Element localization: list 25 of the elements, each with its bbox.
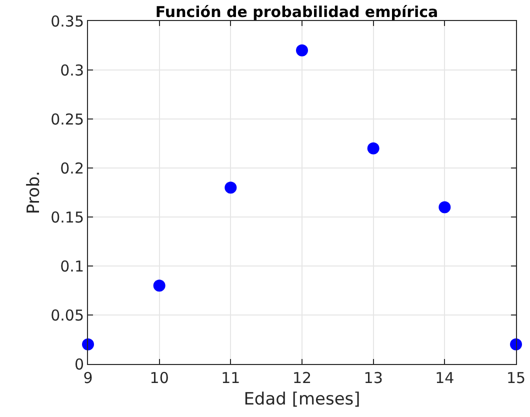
point bbox=[296, 44, 308, 56]
point bbox=[224, 182, 237, 194]
y-tick-label: 0.05 bbox=[50, 306, 84, 324]
point bbox=[438, 201, 451, 214]
y-tick-label: 0 bbox=[74, 355, 84, 374]
y-axis-title: Prob. bbox=[24, 170, 44, 214]
x-tick-label: 12 bbox=[292, 369, 312, 387]
x-tick-label: 14 bbox=[435, 369, 454, 387]
y-tick-label: 0.15 bbox=[50, 208, 84, 226]
x-tick-label: 10 bbox=[150, 369, 169, 387]
point bbox=[153, 280, 166, 292]
y-tick-label: 0.35 bbox=[50, 12, 84, 30]
y-tick-label: 0.2 bbox=[60, 159, 84, 178]
point bbox=[510, 338, 522, 350]
y-tick-label: 0.1 bbox=[60, 257, 84, 276]
point bbox=[82, 338, 94, 350]
x-tick-label: 15 bbox=[506, 369, 526, 387]
chart-title: Función de probabilidad empírica bbox=[155, 2, 438, 21]
y-tick-label: 0.3 bbox=[60, 61, 84, 80]
x-tick-label: 13 bbox=[364, 369, 383, 387]
x-tick-label: 11 bbox=[221, 369, 240, 387]
point bbox=[367, 142, 380, 154]
x-axis-title: Edad [meses] bbox=[244, 389, 360, 410]
y-tick-label: 0.25 bbox=[50, 110, 84, 128]
x-tick-label: 9 bbox=[83, 369, 93, 387]
